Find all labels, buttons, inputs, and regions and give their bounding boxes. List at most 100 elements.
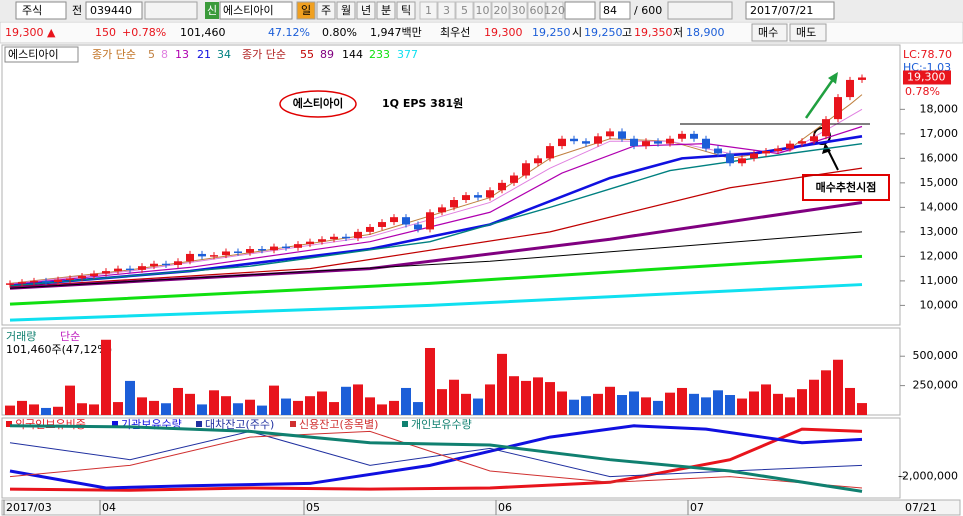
volume-bar (125, 380, 135, 415)
legend-label: 신용잔고(종목별) (299, 418, 378, 431)
date-label: 07 (690, 501, 704, 514)
volume-bar (557, 391, 567, 415)
date-label: 05 (306, 501, 320, 514)
ma-period: 5 (148, 48, 155, 61)
candle-body (390, 217, 398, 223)
candle-body (510, 175, 518, 183)
volume-bar (689, 393, 699, 415)
candle-body (54, 279, 62, 283)
candle-body (714, 148, 722, 154)
candle-body (102, 271, 110, 274)
last-price: 19,300 (907, 70, 946, 83)
moving-average (9, 231, 863, 289)
candle-body (174, 261, 182, 265)
volume-bar (809, 379, 819, 415)
period: 주 (321, 4, 331, 17)
green-arrow-head (828, 72, 838, 84)
investor-line (9, 430, 863, 489)
code-input[interactable] (85, 1, 143, 20)
name-box (219, 1, 293, 20)
candle-body (186, 253, 194, 262)
candle-body (30, 280, 38, 283)
candle-body (810, 136, 818, 142)
moving-average (9, 125, 863, 286)
volume-bar (701, 397, 711, 415)
y-tick-label: 500,000 (913, 349, 959, 362)
interval-button[interactable] (473, 1, 492, 20)
interval-button[interactable] (437, 1, 456, 20)
volume-bar (593, 393, 603, 415)
candle-body (66, 278, 74, 280)
volume-bar (317, 391, 327, 415)
interval: 120 (544, 4, 565, 17)
green-arrow (804, 77, 836, 119)
candle-body (786, 143, 794, 149)
last-rate: 0.78% (905, 85, 940, 98)
tool-icons[interactable] (667, 1, 733, 20)
candle-body (558, 138, 566, 147)
credit-button[interactable] (205, 2, 219, 19)
date-box[interactable] (745, 1, 835, 20)
spin[interactable] (564, 1, 596, 20)
period-button[interactable] (376, 1, 396, 20)
volume-bar (53, 406, 63, 415)
ma-period: 89 (320, 48, 334, 61)
period-button[interactable] (336, 1, 356, 20)
candle-body (726, 153, 734, 164)
period: 일 (301, 3, 311, 17)
volume-bar (185, 393, 195, 415)
interval: 10 (476, 4, 490, 17)
interval-button[interactable] (509, 1, 528, 20)
period: 년 (361, 4, 371, 17)
candle-body (594, 136, 602, 144)
volume-bar (857, 403, 867, 415)
interval-button[interactable] (419, 1, 438, 20)
volume-bar (173, 387, 183, 415)
candle-body (702, 138, 710, 149)
period-button[interactable] (396, 1, 416, 20)
period-button[interactable] (356, 1, 376, 20)
interval-button[interactable] (491, 1, 510, 20)
candle-body (762, 151, 770, 154)
interval-button[interactable] (527, 1, 546, 20)
volume-bar (617, 395, 627, 415)
search-icons[interactable] (144, 1, 198, 20)
sell-button[interactable] (789, 23, 827, 42)
volume-bar (545, 382, 555, 415)
volume-bar (677, 387, 687, 415)
stock-name: 에스티아이 (223, 4, 274, 17)
volume-bar (737, 398, 747, 415)
date-label: 2017/03 (6, 501, 52, 514)
volume-bar (569, 399, 579, 415)
volume-bar (209, 390, 219, 415)
market-select[interactable] (15, 1, 67, 20)
volume-bar (509, 376, 519, 415)
buy-button[interactable] (751, 23, 788, 42)
ma-period: 8 (161, 48, 168, 61)
y-tick-label: 16,000 (920, 151, 959, 164)
interval-button[interactable] (545, 1, 564, 20)
volume-bar (89, 404, 99, 415)
volume-bar (101, 339, 111, 415)
candle-body (414, 224, 422, 230)
legend-swatch (402, 421, 408, 427)
legend-label: 대차잔고(주수) (205, 418, 274, 431)
volume-bar (797, 389, 807, 415)
volume-bar (845, 387, 855, 415)
interval: 1 (425, 4, 432, 17)
moving-average (9, 283, 863, 322)
volume-bar (665, 392, 675, 415)
volume-bar (713, 390, 723, 415)
volume-bar (41, 407, 51, 415)
candle-body (630, 138, 638, 147)
candle-body (798, 141, 806, 144)
interval-button[interactable] (455, 1, 474, 20)
ratio: 0.80% (322, 26, 357, 39)
count-box[interactable] (599, 1, 631, 20)
volume-title: 거래량 (6, 330, 36, 343)
period-button[interactable] (316, 1, 336, 20)
candle-body (750, 153, 758, 159)
volume-bar (533, 377, 543, 415)
period-button[interactable] (296, 1, 316, 20)
candle-body (462, 195, 470, 201)
